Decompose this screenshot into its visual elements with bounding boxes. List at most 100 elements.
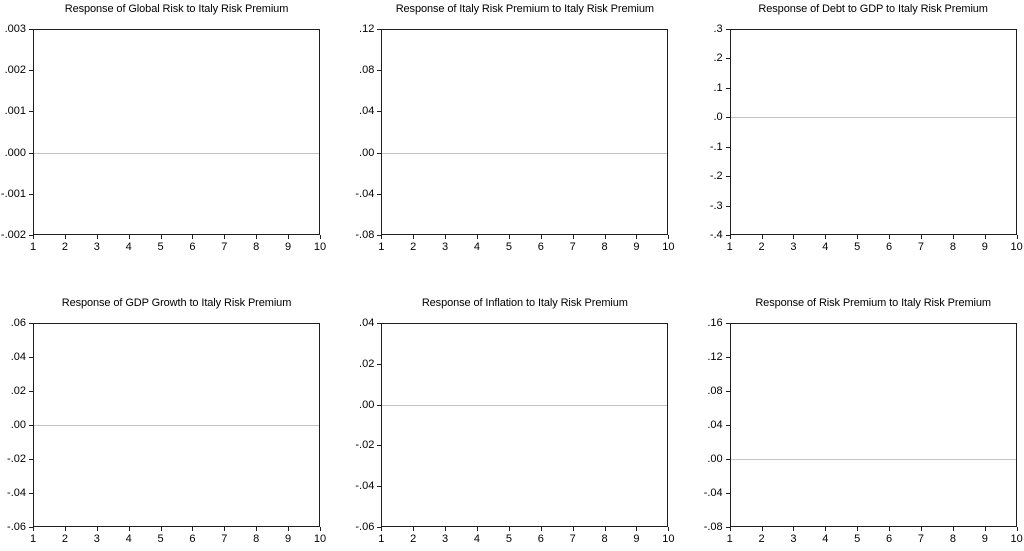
y-axis-tick-label: .12 xyxy=(359,23,375,35)
x-axis-tick-mark xyxy=(952,527,954,531)
x-axis-tick-mark xyxy=(160,235,162,239)
y-axis-tick-mark xyxy=(377,193,382,195)
y-axis-tick-label: -.3 xyxy=(709,199,723,212)
x-axis-tick-label: 6 xyxy=(886,241,893,253)
y-axis-tick-label: .2 xyxy=(713,52,723,65)
plot-frame xyxy=(729,29,1017,235)
x-axis-tick-label: 7 xyxy=(917,241,925,253)
x-axis-tick-label: 2 xyxy=(410,533,417,545)
x-axis-tick-mark xyxy=(636,235,638,239)
zero-line xyxy=(730,117,1016,119)
x-axis-tick-mark xyxy=(825,235,827,239)
x-axis-tick-mark xyxy=(729,235,731,239)
y-axis-tick-mark xyxy=(725,176,730,178)
y-axis-tick-mark xyxy=(377,152,382,154)
x-axis-tick-mark xyxy=(160,527,162,531)
x-axis-tick-mark xyxy=(508,527,510,531)
y-axis-tick-label: -.02 xyxy=(7,453,26,465)
y-axis-tick-label: -.04 xyxy=(7,487,26,499)
y-axis-tick-mark xyxy=(377,404,382,406)
x-axis-tick-label: 3 xyxy=(790,241,797,253)
irf-chart-gdp-growth: Response of GDP Growth to Italy Risk Pre… xyxy=(0,280,341,551)
x-axis-tick-mark xyxy=(920,527,922,531)
x-axis-tick-mark xyxy=(793,235,795,239)
x-axis-tick-mark xyxy=(224,235,226,239)
x-axis-tick-label: 4 xyxy=(473,533,481,545)
x-axis-tick-mark xyxy=(761,235,763,239)
chart-title: Response of Inflation to Italy Risk Prem… xyxy=(421,297,628,309)
y-axis-tick-mark xyxy=(377,363,382,365)
plot-frame xyxy=(33,29,320,235)
x-axis-tick-label: 1 xyxy=(29,241,37,253)
x-axis-tick-mark xyxy=(64,527,66,531)
x-axis-tick-label: 8 xyxy=(253,533,260,545)
x-axis-tick-mark xyxy=(604,235,606,239)
x-axis-tick-mark xyxy=(984,235,986,239)
y-axis-tick-label: .04 xyxy=(707,419,723,431)
y-axis-tick-mark xyxy=(29,425,33,426)
y-axis-tick-mark xyxy=(725,235,730,236)
x-axis-tick-label: 7 xyxy=(569,241,576,253)
x-axis-tick-label: 1 xyxy=(378,241,385,253)
y-axis-tick-mark xyxy=(377,235,382,236)
y-axis-tick-mark xyxy=(725,29,730,30)
x-axis-tick-mark xyxy=(476,235,478,239)
x-axis-tick-label: 8 xyxy=(949,533,956,545)
x-axis-tick-label: 2 xyxy=(61,533,68,545)
y-axis-tick-mark xyxy=(29,357,33,358)
irf-chart-inflation: Response of Inflation to Italy Risk Prem… xyxy=(341,280,682,551)
plot-frame xyxy=(729,323,1017,527)
y-axis-tick-label: -.04 xyxy=(355,187,375,200)
x-axis-tick-label: 7 xyxy=(221,533,228,545)
y-axis-tick-mark xyxy=(29,459,33,460)
x-axis-tick-mark xyxy=(192,235,194,239)
x-axis-tick-label: 8 xyxy=(253,241,260,253)
y-axis-tick-label: .02 xyxy=(359,357,375,370)
x-axis-tick-mark xyxy=(33,235,34,239)
x-axis-tick-label: 6 xyxy=(189,241,196,253)
y-axis-tick-mark xyxy=(725,459,730,460)
y-axis-tick-label: .00 xyxy=(359,146,375,159)
y-axis-tick-label: -.04 xyxy=(355,480,375,493)
x-axis-tick-label: 8 xyxy=(601,533,608,545)
x-axis-tick-mark xyxy=(33,527,34,531)
y-axis-tick-label: .02 xyxy=(10,385,26,397)
x-axis-tick-label: 4 xyxy=(125,533,132,545)
y-axis-tick-label: -.08 xyxy=(703,521,723,533)
zero-line xyxy=(382,404,668,406)
y-axis-tick-label: .08 xyxy=(707,385,723,397)
x-axis-tick-mark xyxy=(857,235,859,239)
y-axis-tick-mark xyxy=(377,323,382,324)
x-axis-tick-mark xyxy=(381,527,383,531)
x-axis-tick-label: 10 xyxy=(1010,241,1023,253)
x-axis-tick-mark xyxy=(540,235,542,239)
x-axis-tick-mark xyxy=(1016,527,1018,531)
x-axis-tick-label: 3 xyxy=(442,241,449,253)
x-axis-tick-mark xyxy=(572,235,574,239)
x-axis-tick-mark xyxy=(128,527,130,531)
x-axis-tick-mark xyxy=(445,235,447,239)
x-axis-tick-mark xyxy=(636,527,638,531)
y-axis-tick-mark xyxy=(377,29,382,30)
y-axis-tick-label: .16 xyxy=(707,317,723,329)
y-axis-tick-label: -.4 xyxy=(709,229,723,241)
x-axis-tick-mark xyxy=(508,235,510,239)
x-axis-tick-label: 6 xyxy=(537,533,544,545)
y-axis-tick-label: .04 xyxy=(359,105,375,118)
y-axis-tick-label: .00 xyxy=(10,419,26,431)
y-axis-tick-mark xyxy=(725,425,730,426)
y-axis-tick-mark xyxy=(29,111,33,113)
x-axis-tick-mark xyxy=(320,527,321,531)
y-axis-tick-mark xyxy=(377,486,382,488)
x-axis-tick-label: 4 xyxy=(822,241,829,253)
x-axis-tick-label: 9 xyxy=(981,241,988,253)
y-axis-tick-label: .00 xyxy=(359,398,375,411)
y-axis-tick-mark xyxy=(725,58,730,60)
x-axis-tick-label: 2 xyxy=(61,241,68,253)
irf-chart-debt-to-gdp: Response of Debt to GDP to Italy Risk Pr… xyxy=(683,0,1024,265)
zero-line xyxy=(382,152,668,154)
y-axis-tick-label: -.08 xyxy=(355,229,375,241)
x-axis-tick-label: 10 xyxy=(662,533,675,545)
x-axis-tick-mark xyxy=(889,235,891,239)
